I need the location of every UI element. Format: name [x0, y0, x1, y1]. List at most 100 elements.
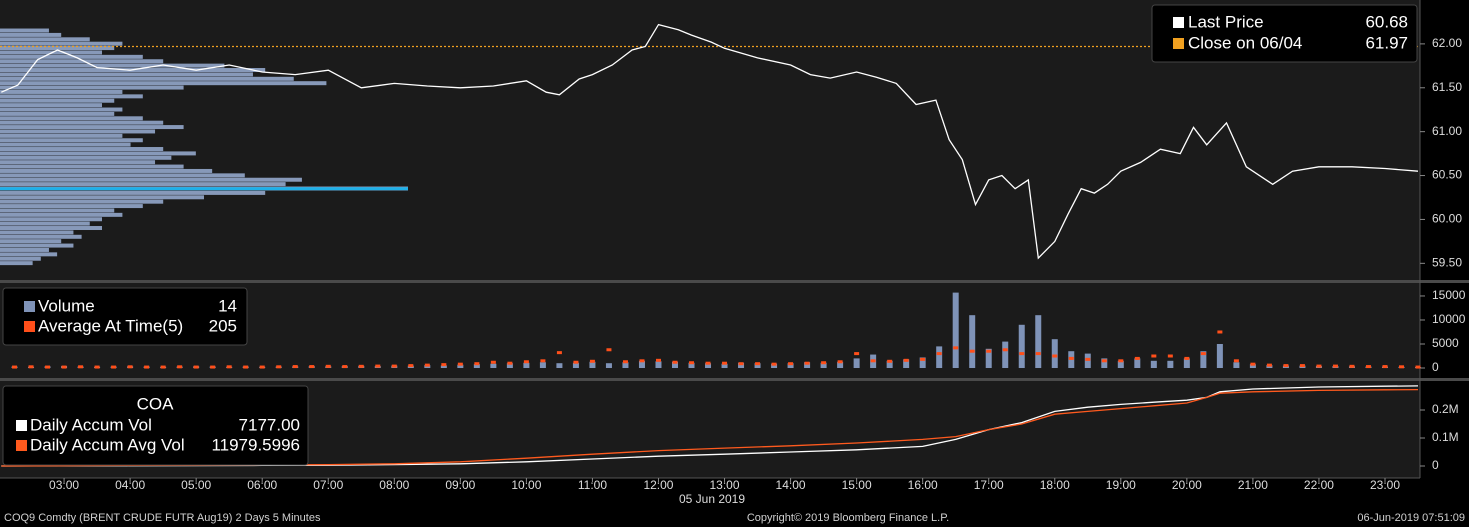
series-line: [1, 23, 1419, 260]
volume-bar: [589, 361, 596, 369]
average-marker: [1415, 365, 1421, 369]
profile-bar: [0, 190, 266, 195]
average-marker: [1250, 362, 1256, 366]
volume-bar: [969, 315, 976, 369]
volume-bar: [1035, 315, 1042, 369]
average-marker: [1283, 364, 1289, 368]
average-marker: [870, 359, 876, 363]
average-marker: [573, 360, 579, 364]
profile-bar: [0, 89, 123, 94]
volume-bar: [1051, 339, 1058, 369]
profile-peak: [0, 187, 408, 191]
volume-bar: [523, 362, 530, 369]
y-tick-label: 60.00: [1432, 212, 1462, 226]
x-tick-label: 16:00: [908, 478, 938, 492]
profile-bar: [0, 261, 33, 266]
average-marker: [507, 361, 513, 365]
y-tick-label: 59.50: [1432, 255, 1462, 269]
volume-bar: [638, 360, 645, 369]
average-marker: [540, 359, 546, 363]
x-tick-label: 20:00: [1172, 478, 1202, 492]
legend-title: COA: [137, 394, 175, 413]
average-marker: [1299, 364, 1305, 368]
volume-bar: [820, 362, 827, 369]
average-marker: [1068, 356, 1074, 360]
volume-bar: [952, 292, 959, 369]
profile-bar: [0, 243, 74, 248]
average-marker: [127, 365, 133, 369]
average-marker: [358, 364, 364, 368]
average-marker: [672, 360, 678, 364]
profile-bar: [0, 252, 58, 257]
legend-box: [1151, 4, 1418, 63]
profile-bar: [0, 129, 156, 134]
profile-bar: [0, 120, 164, 125]
volume-bar: [1101, 358, 1108, 369]
volume-bar: [1167, 360, 1174, 369]
profile-bar: [0, 133, 123, 138]
x-tick-label: 18:00: [1040, 478, 1070, 492]
y-tick-label: 61.50: [1432, 80, 1462, 94]
profile-bar: [0, 199, 164, 204]
volume-bar: [506, 363, 513, 369]
volume-bar: [655, 361, 662, 369]
volume-bar: [1183, 358, 1190, 369]
average-marker: [722, 361, 728, 365]
average-marker: [969, 349, 975, 353]
y-tick-label: 10000: [1432, 312, 1466, 326]
volume-bar: [738, 362, 745, 369]
profile-bar: [0, 85, 184, 90]
x-tick-label: 13:00: [710, 478, 740, 492]
footer-left: COQ9 Comdty (BRENT CRUDE FUTR Aug19) 2 D…: [4, 512, 321, 524]
profile-bar: [0, 164, 184, 169]
volume-bar: [539, 362, 546, 369]
average-marker: [325, 364, 331, 368]
y-tick-label: 61.00: [1432, 124, 1462, 138]
average-marker: [655, 358, 661, 362]
profile-bar: [0, 125, 184, 130]
profile-bar: [0, 230, 74, 235]
legend-swatch: [16, 420, 27, 431]
profile-bar: [0, 107, 123, 112]
profile-bar: [0, 81, 327, 86]
profile-bar: [0, 76, 294, 81]
legend-value: 14: [218, 296, 237, 315]
legend-label: Average At Time(5): [38, 316, 183, 335]
legend-value: 7177.00: [239, 415, 300, 434]
profile-bar: [0, 28, 49, 33]
average-marker: [986, 349, 992, 353]
legend-swatch: [24, 301, 35, 312]
profile-bar: [0, 217, 102, 222]
average-marker: [1167, 354, 1173, 358]
average-marker: [887, 359, 893, 363]
x-tick-label: 04:00: [115, 478, 145, 492]
volume-bar: [457, 364, 464, 369]
average-marker: [639, 359, 645, 363]
x-tick-label: 17:00: [974, 478, 1004, 492]
volume-bar: [886, 360, 893, 369]
average-marker: [177, 365, 183, 369]
average-marker: [1118, 359, 1124, 363]
profile-bar: [0, 32, 62, 37]
volume-bar: [440, 365, 447, 369]
profile-bar: [0, 212, 123, 217]
volume-bar: [671, 361, 678, 369]
legend-value: 205: [209, 316, 237, 335]
volume-bar: [804, 362, 811, 369]
average-marker: [606, 348, 612, 352]
average-marker: [45, 365, 51, 369]
volume-bar: [903, 359, 910, 369]
average-marker: [111, 365, 117, 369]
average-marker: [490, 360, 496, 364]
average-marker: [474, 362, 480, 366]
average-marker: [424, 363, 430, 367]
profile-bar: [0, 160, 156, 165]
profile-bar: [0, 204, 143, 209]
profile-bar: [0, 168, 213, 173]
y-tick-label: 62.00: [1432, 36, 1462, 50]
profile-bar: [0, 151, 196, 156]
legend-swatch: [16, 440, 27, 451]
average-marker: [689, 361, 695, 365]
y-tick-label: 0.2M: [1432, 402, 1459, 416]
